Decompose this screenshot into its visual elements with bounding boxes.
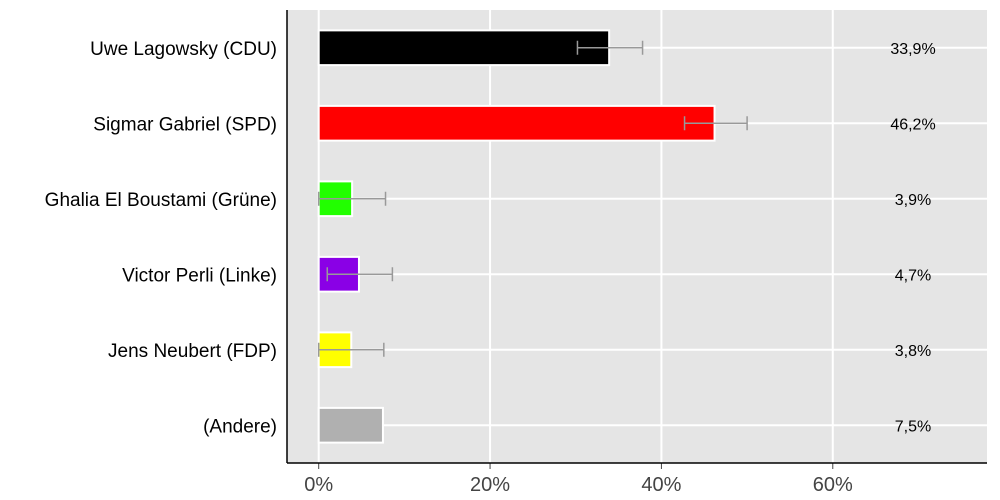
category-label: Sigmar Gabriel (SPD): [93, 114, 277, 135]
category-labels: Uwe Lagowsky (CDU) Sigmar Gabriel (SPD) Gh…: [45, 39, 277, 438]
error-bar: [683, 116, 748, 131]
x-axis-ticks: 0% 20% 40% 60%: [304, 463, 853, 496]
bar: [317, 104, 716, 142]
x-tick-label: 60%: [813, 474, 853, 496]
value-label: 46,2%: [890, 116, 935, 133]
value-label: 3,8%: [895, 343, 931, 360]
category-label: Victor Perli (Linke): [122, 265, 277, 286]
value-labels: 33,9% 46,2% 3,9% 4,7% 3,8% 7,5%: [890, 41, 935, 436]
value-label: 3,9%: [895, 192, 931, 209]
category-label: (Andere): [203, 416, 277, 437]
error-bars: [317, 40, 748, 357]
value-label: 33,9%: [890, 41, 935, 58]
bar: [317, 29, 611, 67]
x-tick-label: 0%: [304, 474, 333, 496]
bar: [317, 406, 384, 444]
x-tick-label: 20%: [470, 474, 510, 496]
category-label: Jens Neubert (FDP): [108, 341, 277, 362]
error-bar: [317, 191, 387, 206]
value-label: 7,5%: [895, 418, 931, 435]
category-label: Uwe Lagowsky (CDU): [90, 39, 277, 60]
x-tick-label: 40%: [641, 474, 681, 496]
category-label: Ghalia El Boustami (Grüne): [45, 190, 277, 211]
error-bar: [326, 267, 394, 282]
error-bar: [317, 342, 385, 357]
value-label: 4,7%: [895, 267, 931, 284]
plot-background: [287, 10, 987, 463]
error-bar: [576, 40, 644, 55]
